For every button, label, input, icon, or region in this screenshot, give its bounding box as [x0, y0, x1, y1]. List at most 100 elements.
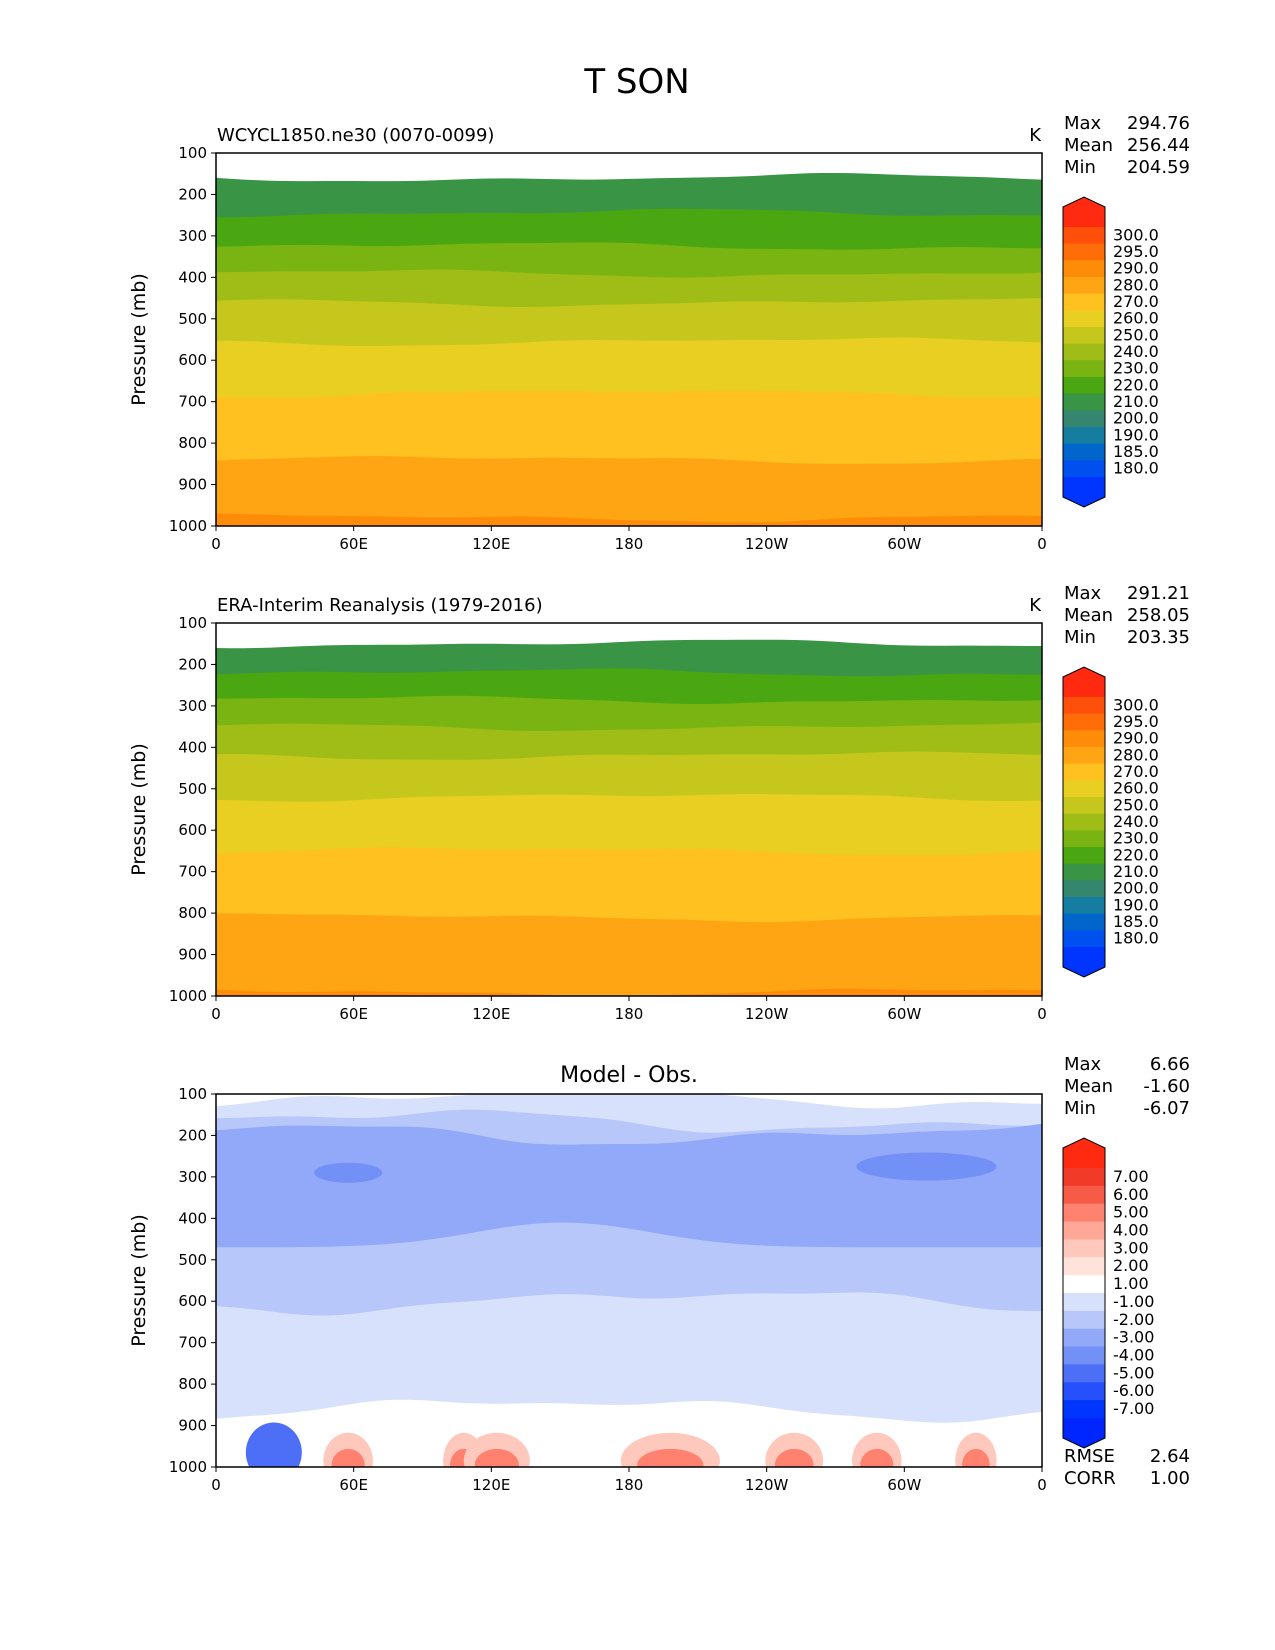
stat-value-min: 203.35 [1127, 627, 1190, 648]
warm-core-6 [962, 1448, 990, 1467]
colorbar-outline [1062, 196, 1106, 508]
colorbar: 7.006.005.004.003.002.001.00-1.00-2.00-3… [1062, 1137, 1154, 1449]
colorbar-segment [1063, 310, 1105, 328]
colorbar-label: 230.0 [1113, 829, 1159, 848]
panel-units: K [1029, 125, 1042, 146]
y-tick-label: 300 [178, 227, 207, 245]
y-tick-label: 700 [178, 863, 207, 881]
colorbar-label: 300.0 [1113, 225, 1159, 244]
contour-band-8 [216, 988, 1042, 996]
colorbar-segment [1063, 1185, 1105, 1205]
colorbar-segment [1063, 1275, 1105, 1294]
colorbar-label: 200.0 [1113, 879, 1159, 898]
colorbar-segment [1063, 1293, 1105, 1312]
colorbar-segment [1063, 697, 1105, 715]
contour-band-5 [216, 1399, 1042, 1467]
cold-anomaly-surface [245, 1422, 302, 1467]
contour-band-8 [216, 513, 1042, 526]
y-tick-label: 700 [178, 393, 207, 411]
x-tick-label: 60W [887, 535, 921, 553]
stat-label-mean: Mean [1064, 605, 1113, 626]
x-tick-label: 120W [745, 535, 789, 553]
y-tick-label: 100 [178, 614, 207, 632]
colorbar-segment [1063, 1221, 1105, 1240]
contour-band-7 [216, 913, 1042, 996]
colorbar-extend-bottom [1063, 947, 1105, 977]
colorbar-segment [1063, 1257, 1105, 1276]
colorbar-segment [1063, 460, 1105, 478]
colorbar-segment [1063, 747, 1105, 765]
x-tick-label: 180 [615, 535, 644, 553]
colorbar-label: 210.0 [1113, 862, 1159, 881]
y-tick-label: 1000 [169, 517, 207, 535]
contour-bands [216, 639, 1042, 996]
colorbar-segment [1063, 260, 1105, 278]
colorbar-label: -7.00 [1113, 1399, 1154, 1418]
colorbar-segment [1063, 897, 1105, 915]
x-tick-label: 0 [1037, 535, 1047, 553]
colorbar-segment [1063, 243, 1105, 261]
x-tick-label: 120E [472, 1476, 510, 1494]
colorbar-segment [1063, 227, 1105, 245]
x-tick-label: 0 [1037, 1005, 1047, 1023]
warm-core-5 [860, 1448, 894, 1467]
y-tick-label: 200 [178, 1126, 207, 1144]
colorbar-segment [1063, 1346, 1105, 1365]
y-tick-label: 800 [178, 904, 207, 922]
colorbar-segment [1063, 1239, 1105, 1258]
colorbar-label: 220.0 [1113, 375, 1159, 394]
x-tick-label: 60W [887, 1005, 921, 1023]
warm-core-0 [331, 1448, 365, 1467]
stat-value-mean: 256.44 [1127, 135, 1190, 156]
colorbar: 300.0295.0290.0280.0270.0260.0250.0240.0… [1062, 666, 1159, 978]
contour-bands [216, 173, 1042, 526]
colorbar-label: -4.00 [1113, 1346, 1154, 1365]
colorbar-label: 7.00 [1113, 1167, 1149, 1186]
colorbar-segment [1063, 327, 1105, 345]
colorbar-label: 295.0 [1113, 712, 1159, 731]
y-tick-label: 800 [178, 1375, 207, 1393]
colorbar-segment [1063, 863, 1105, 881]
colorbar-segment [1063, 780, 1105, 798]
colorbar-extend-bottom [1063, 1418, 1105, 1448]
y-tick-label: 100 [178, 144, 207, 162]
colorbar-segment [1063, 293, 1105, 311]
x-tick-label: 120W [745, 1005, 789, 1023]
colorbar-segment [1063, 813, 1105, 831]
colorbar-segment [1063, 830, 1105, 848]
y-tick-label: 900 [178, 476, 207, 494]
y-tick-label: 1000 [169, 1458, 207, 1476]
y-tick-label: 600 [178, 351, 207, 369]
x-tick-label: 120E [472, 535, 510, 553]
colorbar-label: 240.0 [1113, 342, 1159, 361]
cold-anomaly-left [314, 1162, 383, 1183]
y-tick-label: 300 [178, 697, 207, 715]
contour-bands [216, 1094, 1042, 1467]
stat-value-min: 204.59 [1127, 157, 1190, 178]
stat-value-rmse: 2.64 [1150, 1446, 1190, 1467]
stat-value-mean: 258.05 [1127, 605, 1190, 626]
x-tick-label: 60E [339, 535, 368, 553]
y-tick-label: 900 [178, 946, 207, 964]
colorbar-label: 200.0 [1113, 409, 1159, 428]
colorbar-label: 230.0 [1113, 359, 1159, 378]
y-tick-label: 100 [178, 1085, 207, 1103]
panel-title-center: Model - Obs. [560, 1063, 698, 1088]
colorbar-segment [1063, 930, 1105, 948]
y-tick-label: 400 [178, 738, 207, 756]
x-tick-label: 180 [615, 1005, 644, 1023]
colorbar-label: 6.00 [1113, 1185, 1149, 1204]
colorbar-extend-top [1063, 197, 1105, 227]
x-tick-label: 60E [339, 1476, 368, 1494]
y-tick-label: 400 [178, 1209, 207, 1227]
colorbar-label: -5.00 [1113, 1363, 1154, 1382]
stat-value-max: 294.76 [1127, 113, 1190, 134]
y-tick-label: 300 [178, 1168, 207, 1186]
y-tick-label: 500 [178, 1251, 207, 1269]
colorbar-segment [1063, 427, 1105, 445]
colorbar-extend-top [1063, 667, 1105, 697]
warm-core-3 [637, 1448, 704, 1467]
